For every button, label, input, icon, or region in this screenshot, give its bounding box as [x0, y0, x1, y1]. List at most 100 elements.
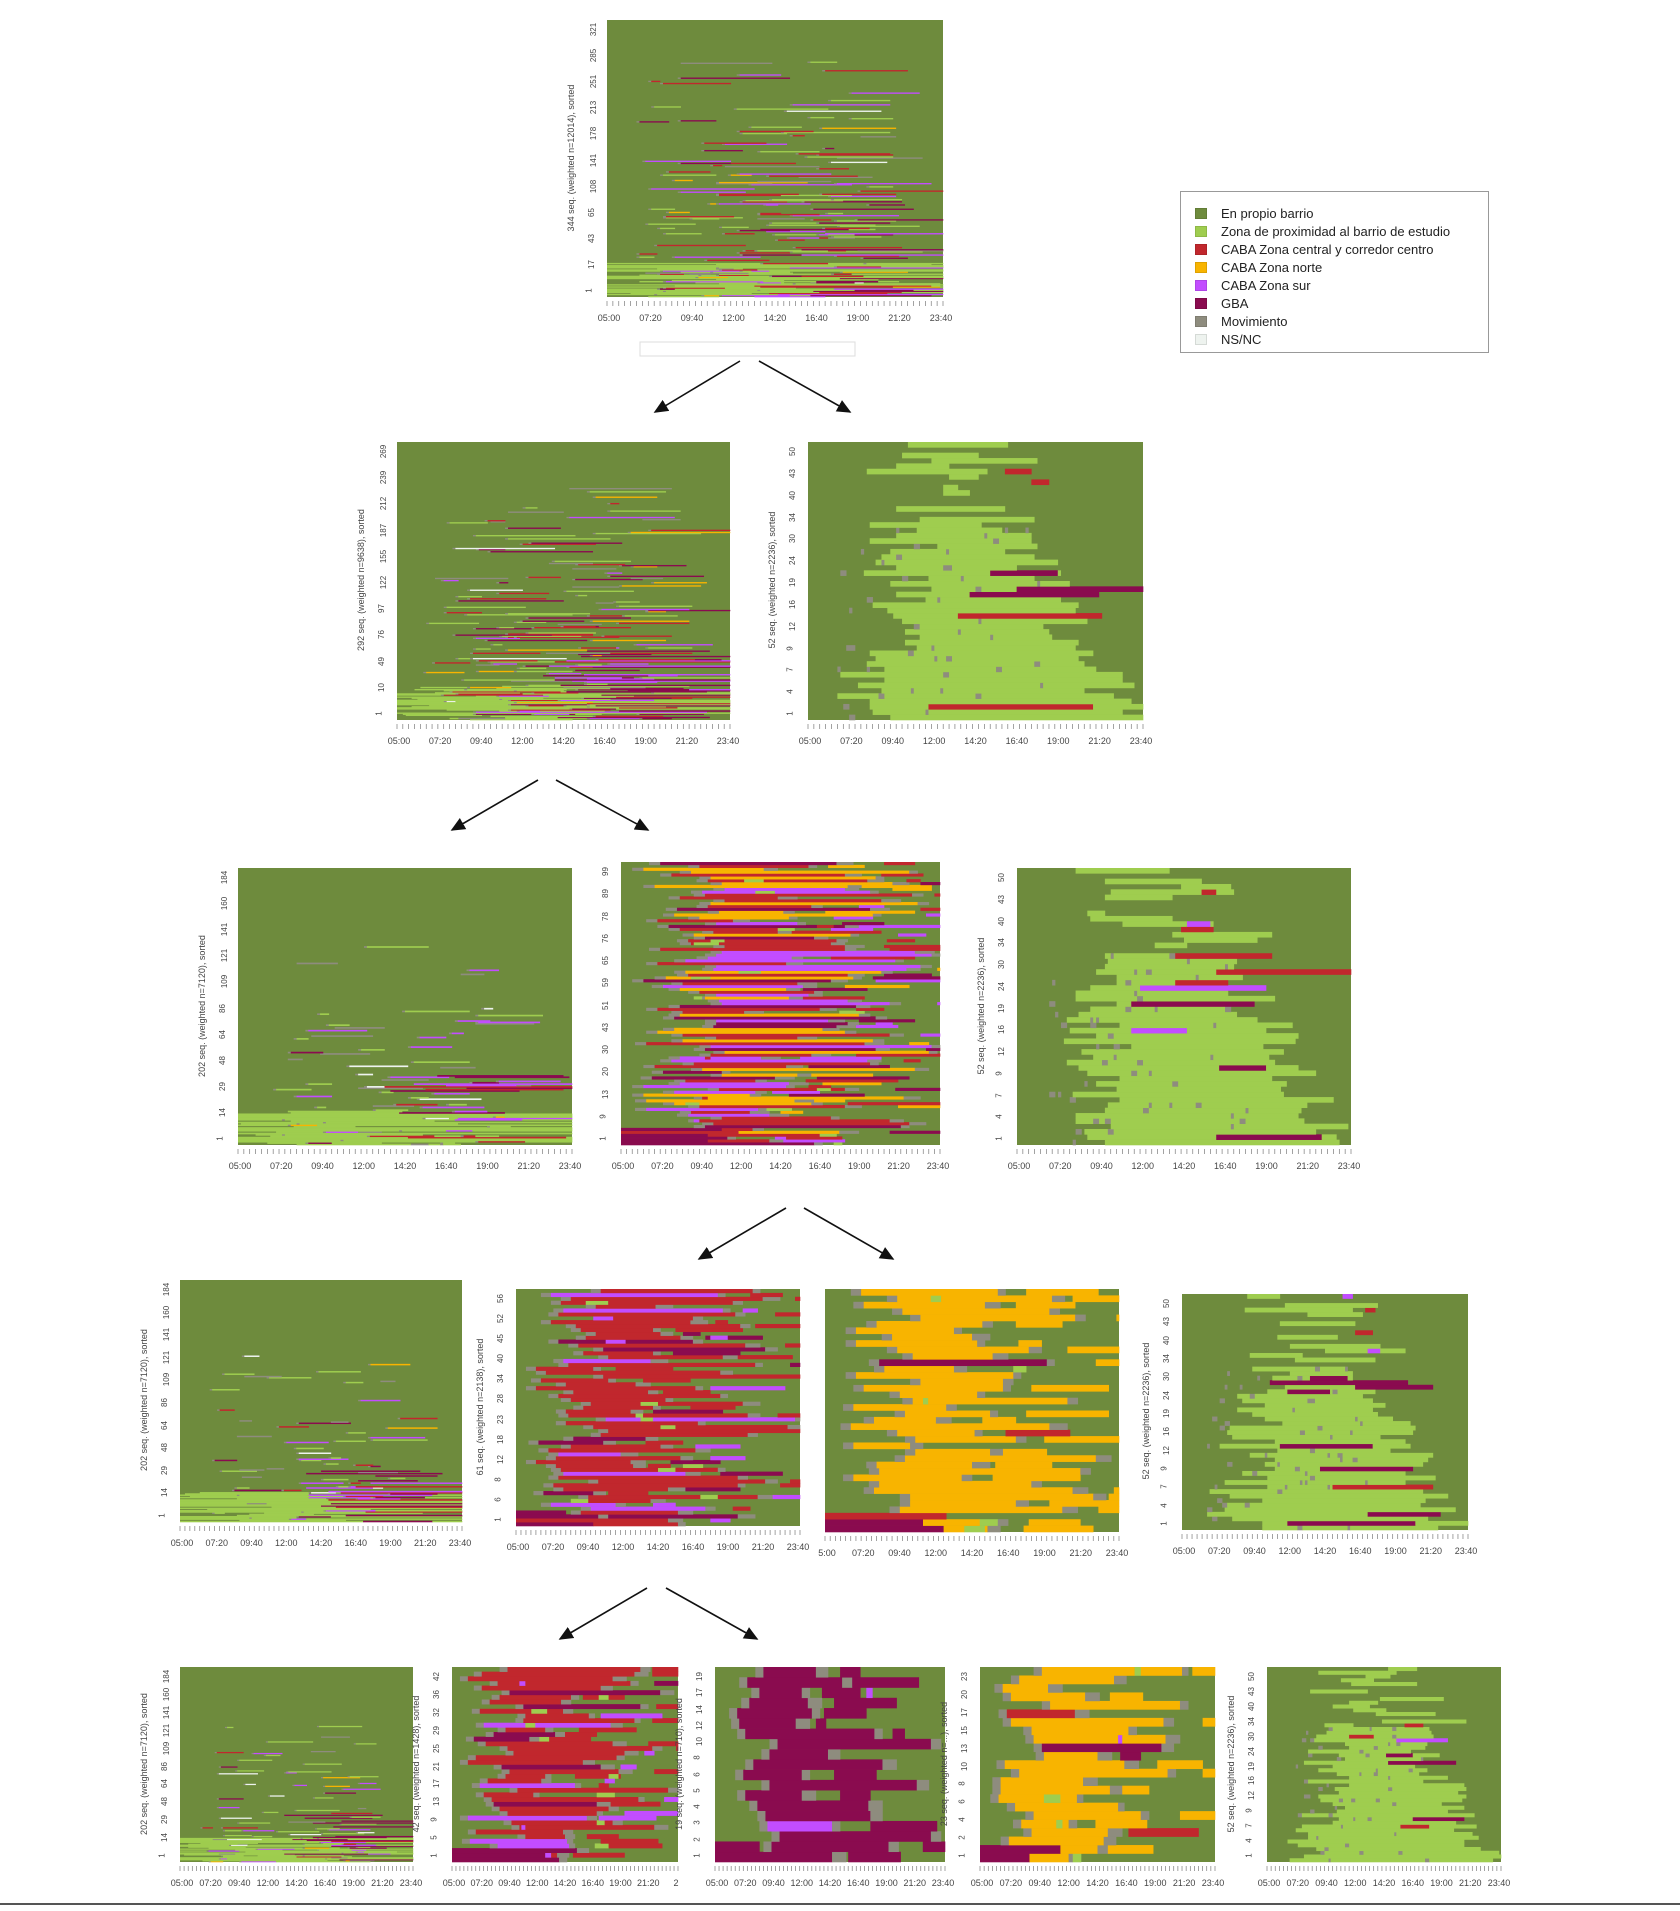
state-segment	[707, 1087, 720, 1091]
state-segment	[680, 77, 791, 79]
state-segment	[713, 887, 725, 891]
state-segment	[780, 194, 852, 197]
state-segment	[1227, 1461, 1233, 1467]
state-segment	[598, 1815, 657, 1821]
state-segment	[501, 1769, 510, 1775]
state-segment	[604, 1778, 615, 1784]
state-segment	[219, 1409, 235, 1411]
state-segment	[399, 1129, 403, 1132]
state-segment	[757, 180, 832, 183]
state-segment	[1113, 1043, 1120, 1050]
state-segment	[889, 1002, 902, 1006]
state-segment	[323, 1510, 327, 1512]
x-tick-label: 09:40	[498, 1878, 521, 1888]
state-segment	[819, 1007, 837, 1011]
state-segment	[1297, 1843, 1346, 1848]
state-segment	[863, 257, 908, 259]
state-segment	[358, 1399, 361, 1402]
state-segment	[189, 1495, 344, 1498]
y-tick-label: 30	[1246, 1731, 1256, 1741]
state-segment	[1069, 1097, 1076, 1103]
state-segment	[610, 687, 684, 690]
x-tick-label: 12:00	[924, 1548, 948, 1558]
state-segment	[837, 666, 841, 673]
x-tick-label: 19:00	[609, 1878, 632, 1888]
state-segment	[866, 1687, 873, 1699]
state-segment	[739, 201, 743, 203]
state-segment	[1110, 1123, 1232, 1130]
state-segment	[224, 1834, 252, 1837]
y-tick-label: 43	[600, 1022, 610, 1032]
state-segment	[828, 161, 832, 164]
state-segment	[1075, 995, 1138, 1002]
state-segment	[777, 1413, 801, 1418]
state-segment	[528, 705, 564, 707]
state-segment	[654, 1064, 787, 1069]
state-segment	[1189, 958, 1238, 965]
state-segment	[516, 636, 620, 638]
state-segment	[1137, 990, 1229, 997]
state-segment	[608, 1514, 739, 1519]
state-segment	[361, 1049, 385, 1051]
state-segment	[434, 1135, 461, 1138]
state-segment	[1104, 894, 1173, 901]
state-segment	[742, 1308, 758, 1313]
state-segment	[1096, 969, 1135, 975]
state-segment	[1207, 1507, 1213, 1513]
state-segment	[180, 1845, 332, 1847]
state-segment	[214, 1512, 225, 1514]
state-segment	[722, 1355, 739, 1360]
state-segment	[355, 1073, 359, 1076]
state-segment	[1058, 1091, 1062, 1098]
state-segment	[804, 201, 903, 203]
state-segment	[710, 1056, 762, 1060]
state-segment	[719, 193, 799, 196]
state-segment	[1040, 581, 1070, 587]
state-segment	[766, 224, 770, 226]
state-segment	[304, 1843, 342, 1845]
state-segment	[916, 645, 932, 651]
state-segment	[180, 1859, 340, 1861]
state-segment	[510, 680, 573, 682]
state-segment	[856, 1053, 941, 1057]
y-tick-label: 10	[694, 1737, 704, 1747]
state-segment	[993, 634, 1053, 641]
state-segment	[525, 1140, 573, 1143]
state-segment	[522, 1118, 573, 1121]
state-segment	[301, 1482, 344, 1484]
state-segment	[1067, 1346, 1120, 1354]
state-segment	[795, 153, 799, 155]
state-segment	[522, 693, 731, 695]
state-segment	[710, 882, 723, 886]
state-segment	[565, 1834, 576, 1840]
state-segment	[236, 1498, 327, 1500]
state-segment	[1131, 1043, 1264, 1050]
legend-label: CABA Zona norte	[1221, 259, 1323, 275]
state-segment	[1120, 1751, 1142, 1761]
state-segment	[763, 204, 767, 206]
state-segment	[1262, 1525, 1298, 1531]
state-segment	[1068, 1853, 1074, 1863]
state-segment	[651, 582, 655, 584]
state-segment	[739, 1677, 748, 1688]
state-segment	[390, 1853, 414, 1855]
state-segment	[689, 218, 693, 220]
y-tick-label: 4	[1159, 1502, 1169, 1508]
state-segment	[713, 1024, 837, 1029]
state-segment	[833, 236, 882, 238]
x-tick-label: 16:40	[1401, 1878, 1425, 1888]
state-segment	[802, 984, 818, 989]
y-axis-label: 202 seq. (weighted n=7120), sorted	[139, 1329, 149, 1471]
state-segment	[1049, 1001, 1056, 1007]
state-segment	[321, 1505, 463, 1507]
state-segment	[652, 1745, 663, 1751]
state-segment	[1363, 1749, 1411, 1754]
y-tick-label: 10	[959, 1761, 969, 1771]
state-segment	[296, 1038, 309, 1040]
state-segment	[1083, 1777, 1098, 1786]
state-segment	[1332, 1484, 1434, 1490]
state-segment	[487, 1125, 491, 1128]
state-segment	[876, 1461, 973, 1469]
state-segment	[789, 135, 793, 137]
